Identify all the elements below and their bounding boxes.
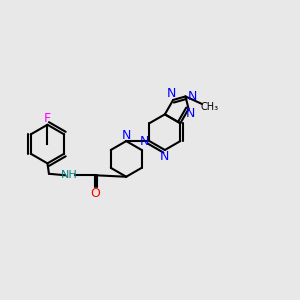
Text: NH: NH xyxy=(61,170,78,180)
Text: CH₃: CH₃ xyxy=(200,102,218,112)
Text: N: N xyxy=(122,129,131,142)
Text: N: N xyxy=(140,135,149,148)
Text: N: N xyxy=(185,107,195,120)
Text: F: F xyxy=(44,112,51,125)
Text: N: N xyxy=(167,87,176,100)
Text: N: N xyxy=(187,90,197,103)
Text: N: N xyxy=(160,150,170,163)
Text: O: O xyxy=(90,187,100,200)
